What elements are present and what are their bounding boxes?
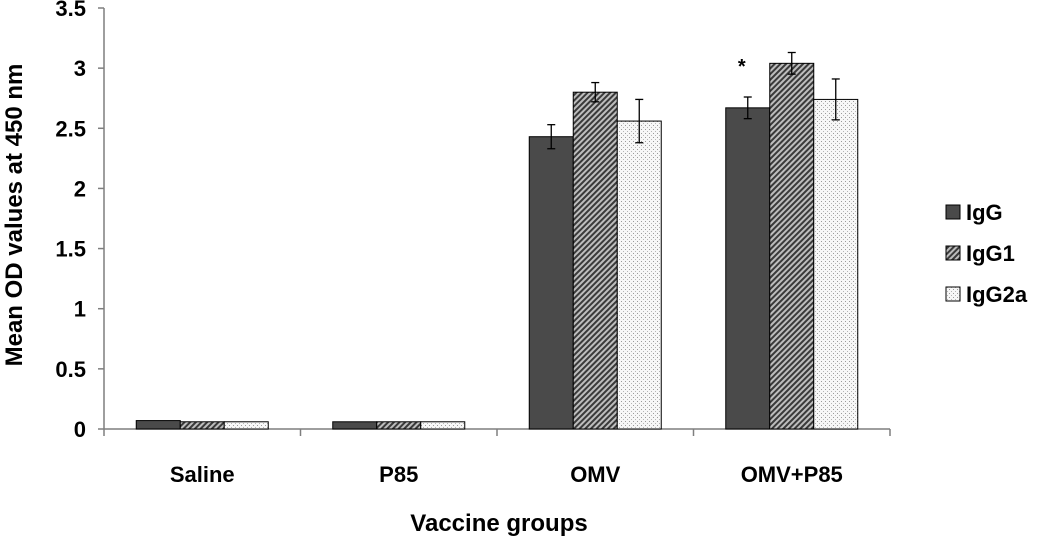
legend-label-igg1: IgG1	[966, 241, 1015, 266]
legend-swatch-igg1	[945, 245, 961, 261]
legend-label-igg2a: IgG2a	[966, 282, 1028, 307]
bar-igg1-saline	[179, 421, 225, 430]
y-tick-label: 3.5	[55, 0, 86, 21]
y-tick-label: 3	[74, 56, 86, 81]
legend-label-igg: IgG	[966, 200, 1003, 225]
y-tick-label: 0	[74, 417, 86, 442]
x-tick-label: Saline	[170, 462, 235, 487]
y-tick-label: 1	[74, 297, 86, 322]
bar-igg-p85	[332, 421, 378, 430]
bar-igg2a-omv-p85	[813, 98, 859, 430]
significance-annotation: *	[738, 56, 746, 78]
x-axis: Saline P85 OMV OMV+P85	[103, 428, 891, 487]
bar-igg1-p85	[376, 421, 422, 430]
y-tick-label: 0.5	[55, 357, 86, 382]
bar-igg-omv	[528, 136, 574, 430]
x-tick-label: P85	[379, 462, 418, 487]
bars-group: *	[135, 51, 859, 430]
x-tick-label: OMV+P85	[741, 462, 843, 487]
bar-igg-omv-p85	[725, 107, 771, 430]
bar-igg2a-omv	[616, 120, 662, 430]
y-tick-label: 2.5	[55, 116, 86, 141]
y-axis-title: Mean OD values at 450 nm	[1, 64, 28, 367]
bar-igg2a-p85	[420, 421, 466, 430]
legend-swatch-igg2a	[945, 286, 961, 302]
legend: IgG IgG1 IgG2a	[945, 200, 1028, 307]
y-axis: 0 0.5 1 1.5 2 2.5 3 3.5	[55, 0, 105, 442]
x-axis-title: Vaccine groups	[410, 510, 587, 537]
bar-igg-saline	[135, 420, 181, 430]
bar-igg2a-saline	[223, 421, 269, 430]
bar-igg1-omv	[572, 91, 618, 430]
y-tick-label: 2	[74, 176, 86, 201]
x-tick-label: OMV	[570, 462, 620, 487]
bar-igg1-omv-p85	[769, 62, 815, 430]
legend-swatch-igg	[945, 204, 961, 220]
y-tick-label: 1.5	[55, 237, 86, 262]
